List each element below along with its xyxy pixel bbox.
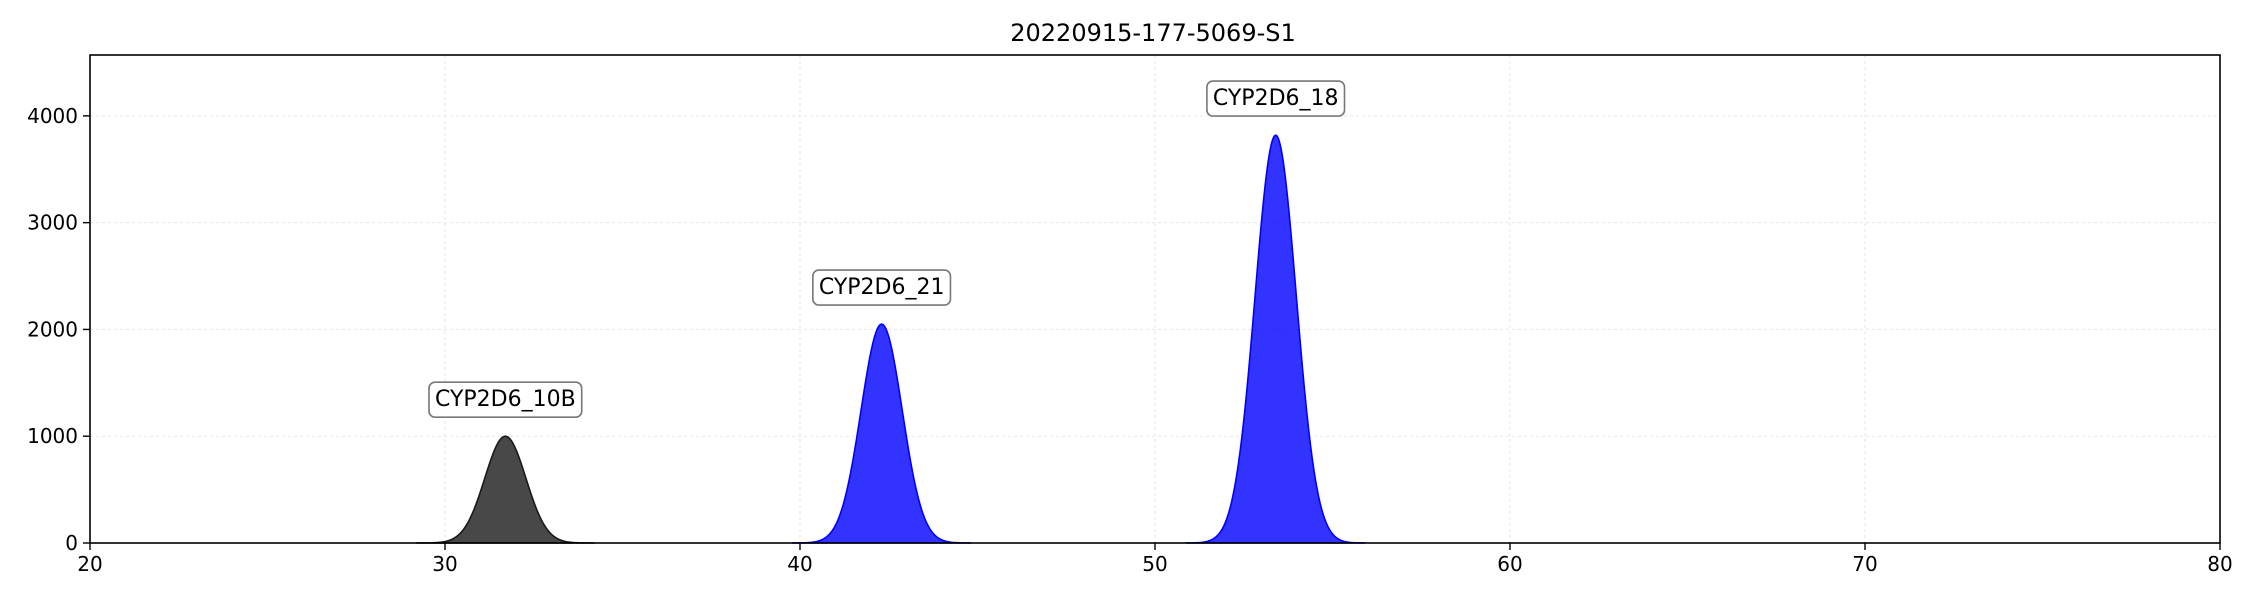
peak-area (415, 435, 595, 544)
x-tick-label: 40 (787, 552, 812, 576)
ticks-layer: 20 30 40 50 60 70 80 0 1000 2000 3000 4000 (27, 104, 2233, 576)
x-tick-label: 50 (1142, 552, 1167, 576)
x-tick-label: 20 (77, 552, 102, 576)
peaks-layer (415, 134, 1366, 544)
y-tick-label: 0 (65, 531, 78, 555)
grid-layer (90, 55, 2220, 543)
x-tick-label: 70 (1852, 552, 1877, 576)
chart-title: 20220915-177-5069-S1 (1010, 19, 1296, 47)
x-tick-label: 80 (2207, 552, 2232, 576)
peak-label: CYP2D6_10B (435, 387, 576, 412)
annotation-layer: CYP2D6_10B CYP2D6_21 CYP2D6_18 (428, 80, 1346, 419)
x-tick-label: 60 (1497, 552, 1522, 576)
x-tick-label: 30 (432, 552, 457, 576)
peak-area (792, 323, 972, 544)
peak-label-box (812, 269, 952, 306)
peak-area (1186, 134, 1366, 544)
peak-label-box (428, 381, 583, 419)
peak-label-box (1206, 80, 1346, 117)
y-tick-label: 4000 (27, 104, 78, 128)
y-tick-label: 3000 (27, 211, 78, 235)
peak-label: CYP2D6_21 (819, 275, 945, 300)
y-tick-label: 1000 (27, 424, 78, 448)
peak-label: CYP2D6_18 (1213, 86, 1339, 111)
y-tick-label: 2000 (27, 317, 78, 341)
